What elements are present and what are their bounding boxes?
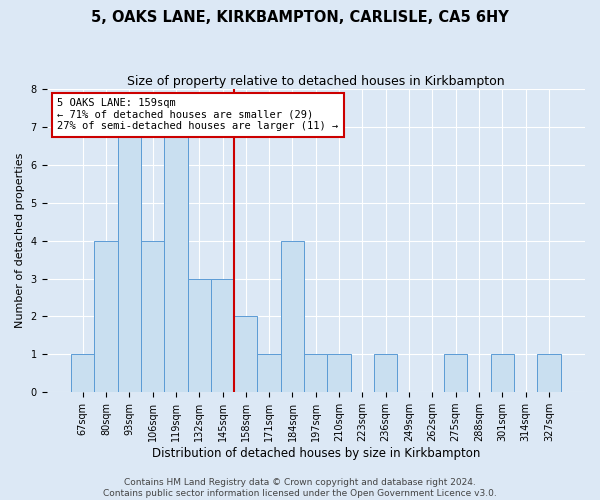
Bar: [94, 240, 118, 392]
Bar: [118, 127, 141, 392]
Title: Size of property relative to detached houses in Kirkbampton: Size of property relative to detached ho…: [127, 75, 505, 88]
Bar: [141, 240, 164, 392]
Y-axis label: Number of detached properties: Number of detached properties: [15, 153, 25, 328]
Bar: [374, 354, 397, 392]
Bar: [444, 354, 467, 392]
Bar: [281, 240, 304, 392]
Bar: [328, 354, 351, 392]
Bar: [537, 354, 560, 392]
Text: Contains HM Land Registry data © Crown copyright and database right 2024.
Contai: Contains HM Land Registry data © Crown c…: [103, 478, 497, 498]
X-axis label: Distribution of detached houses by size in Kirkbampton: Distribution of detached houses by size …: [152, 447, 480, 460]
Bar: [304, 354, 328, 392]
Bar: [211, 278, 234, 392]
Text: 5 OAKS LANE: 159sqm
← 71% of detached houses are smaller (29)
27% of semi-detach: 5 OAKS LANE: 159sqm ← 71% of detached ho…: [57, 98, 338, 132]
Bar: [257, 354, 281, 392]
Bar: [164, 127, 188, 392]
Text: 5, OAKS LANE, KIRKBAMPTON, CARLISLE, CA5 6HY: 5, OAKS LANE, KIRKBAMPTON, CARLISLE, CA5…: [91, 10, 509, 25]
Bar: [234, 316, 257, 392]
Bar: [71, 354, 94, 392]
Bar: [188, 278, 211, 392]
Bar: [491, 354, 514, 392]
